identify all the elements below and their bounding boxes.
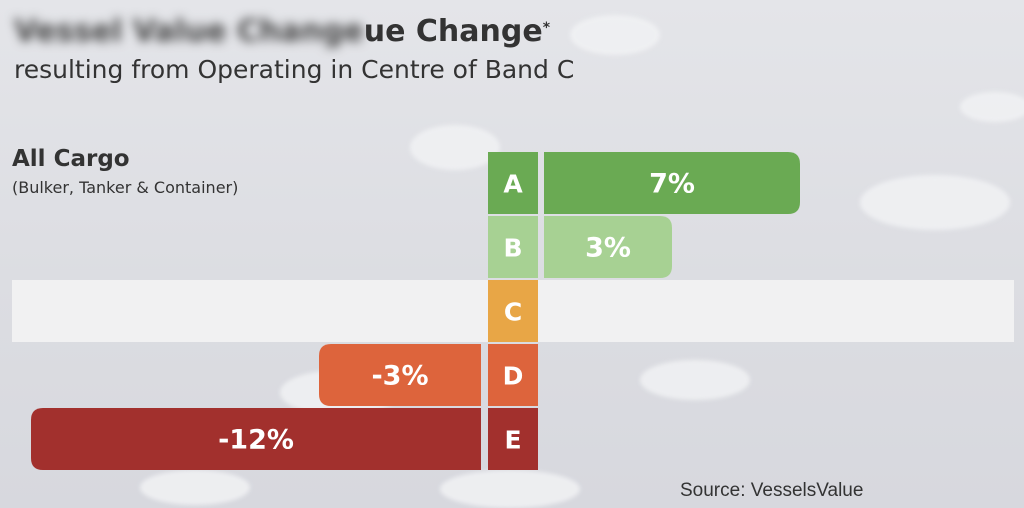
title-blurred-part: Vessel Value Change bbox=[14, 14, 364, 49]
background-cloud bbox=[440, 470, 580, 508]
source-note: Source: VesselsValue bbox=[680, 480, 864, 501]
bar-b bbox=[544, 216, 672, 278]
bar-e bbox=[31, 408, 481, 470]
band-label-e: E bbox=[504, 426, 521, 455]
bar-d bbox=[319, 344, 481, 406]
background-cloud bbox=[410, 125, 500, 170]
band-label-c: C bbox=[504, 298, 522, 327]
bar-a bbox=[544, 152, 800, 214]
bar-value-label-d: -3% bbox=[371, 361, 428, 392]
background-cloud bbox=[960, 92, 1024, 122]
background-cloud bbox=[570, 15, 660, 55]
band-label-a: A bbox=[503, 170, 523, 199]
band-box-d bbox=[488, 344, 538, 406]
bar-value-label-b: 3% bbox=[585, 233, 631, 264]
band-box-a bbox=[488, 152, 538, 214]
chart-title: Vessel Value Changeue Change* bbox=[14, 12, 550, 52]
chart-subtitle: resulting from Operating in Centre of Ba… bbox=[14, 55, 575, 84]
band-box-c bbox=[488, 280, 538, 342]
title-visible-part: ue Change bbox=[363, 14, 543, 49]
background-cloud bbox=[140, 470, 250, 505]
band-box-b bbox=[488, 216, 538, 278]
band-label-b: B bbox=[503, 234, 522, 263]
band-label-d: D bbox=[503, 362, 524, 391]
band-box-e bbox=[488, 408, 538, 470]
group-title: All Cargo bbox=[12, 146, 130, 172]
group-subtitle: (Bulker, Tanker & Container) bbox=[12, 178, 239, 197]
background-cloud bbox=[640, 360, 750, 400]
background-cloud bbox=[860, 175, 1010, 230]
title-footnote-marker: * bbox=[542, 20, 551, 36]
bar-value-label-a: 7% bbox=[649, 169, 695, 200]
bar-value-label-e: -12% bbox=[218, 425, 294, 456]
